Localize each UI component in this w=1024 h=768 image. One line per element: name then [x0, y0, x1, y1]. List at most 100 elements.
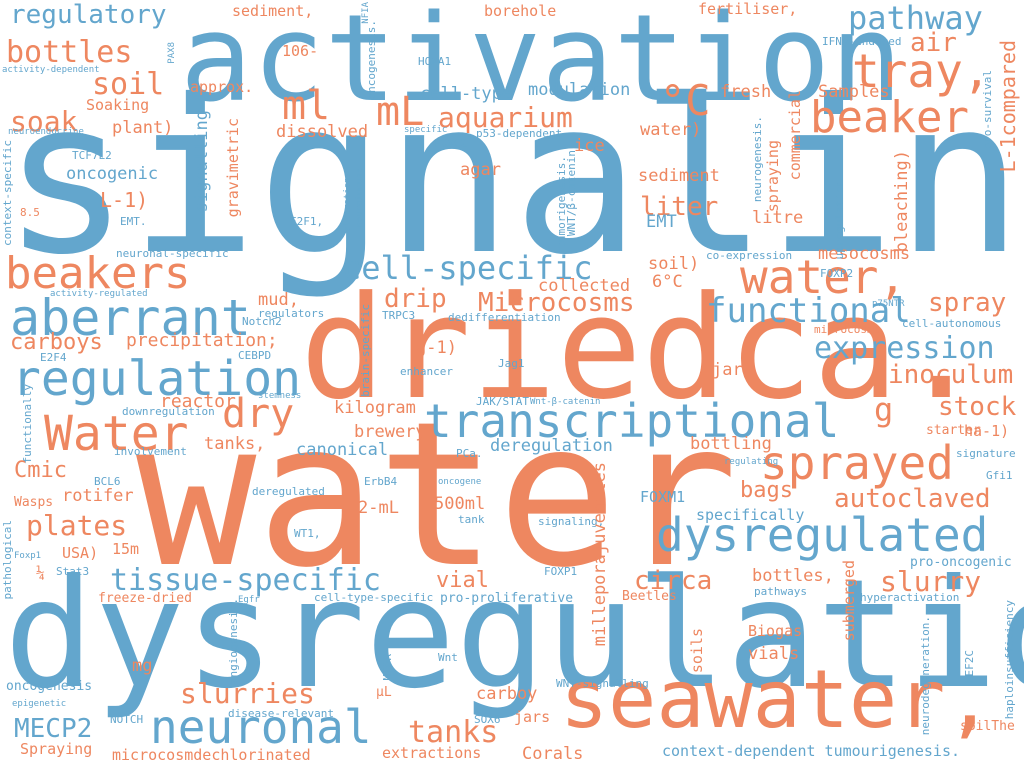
word: stock: [938, 392, 1017, 422]
word: oncogenic: [66, 164, 159, 184]
word: Wnt-β-catenin: [530, 397, 601, 407]
word: context-dependent tumourigenesis.: [662, 742, 961, 760]
word: functional: [706, 291, 911, 331]
word: Water: [44, 406, 189, 462]
word: deregulated: [252, 485, 325, 498]
word: cell-specific: [342, 249, 593, 287]
word: Microcosms: [478, 288, 635, 318]
word: water,: [740, 250, 907, 304]
word: p53-dependent: [476, 127, 563, 140]
word: soil): [648, 254, 700, 274]
word: Cmic: [14, 458, 67, 483]
word: PCa.: [456, 447, 483, 460]
word: PAX8: [167, 42, 177, 64]
word: mL: [376, 89, 425, 135]
word: aberrant: [10, 289, 251, 347]
word: WNT/β-catenin: [565, 150, 578, 237]
word: SOX6: [474, 713, 501, 726]
word: ErbB4: [364, 475, 398, 488]
word: microcosmdechlorinated: [112, 746, 311, 764]
word: circa: [634, 566, 713, 596]
word: specifically: [696, 506, 805, 524]
word: milleporajuveniles: [590, 462, 610, 647]
word: submerged: [840, 560, 858, 642]
word: enhancer: [400, 365, 453, 378]
word: IFNγ-induced: [822, 35, 902, 48]
word: g-1): [416, 338, 457, 358]
word: soil: [92, 67, 165, 102]
word: pro-proliferative: [440, 591, 574, 606]
word: WNT-signalling: [556, 677, 649, 690]
word: activity-dependent: [2, 65, 100, 75]
word: Soaking: [86, 96, 150, 114]
word: liter: [640, 192, 719, 222]
word: brain-specific: [359, 304, 372, 397]
word: extractions: [382, 744, 482, 762]
word: ha-1): [964, 422, 1010, 440]
word: oncogenesis.: [365, 20, 378, 100]
word: ml: [282, 83, 331, 129]
word: neuronal-specific: [116, 247, 229, 260]
word: CEBPD: [238, 349, 272, 362]
word: °C: [660, 76, 711, 125]
word: bags: [740, 478, 793, 503]
word: bottles,: [752, 566, 834, 586]
word: neuroendocrine: [8, 127, 84, 137]
word: fertiliser,: [698, 0, 798, 18]
word: TCF7L2: [72, 149, 112, 162]
word: regulating: [724, 457, 779, 467]
word: activity-regulated: [50, 289, 148, 299]
word: ice: [574, 136, 605, 156]
word: regulators: [258, 307, 325, 320]
word: borehole: [484, 2, 557, 20]
word: autoclaved: [834, 484, 991, 514]
word: Spraying: [20, 740, 93, 758]
word: E2F4: [40, 351, 67, 364]
word: 106-: [282, 42, 319, 60]
word: gravimetric: [224, 118, 242, 218]
word: upregulation: [833, 180, 846, 260]
word: sediment,: [232, 2, 314, 20]
word: spray: [928, 288, 1007, 318]
word: pathways: [754, 585, 807, 598]
word: activation: [180, 0, 903, 129]
word: rotifer: [62, 486, 134, 506]
word: neuronal: [150, 700, 372, 754]
word: E2F1,: [290, 215, 324, 228]
word: USA): [62, 544, 99, 562]
word: dry: [222, 391, 295, 437]
word: dysregulated: [656, 508, 989, 562]
word: JAK/STAT: [476, 395, 529, 408]
word: slurry: [880, 565, 982, 598]
word: signalling: [192, 110, 212, 213]
word: WT1,: [294, 527, 321, 540]
word: soils: [688, 628, 706, 674]
word: 15m: [112, 540, 140, 558]
word: p75NTR: [872, 299, 905, 309]
word: sediment: [638, 166, 720, 186]
word: kilogram: [334, 398, 416, 418]
word: EMT.: [120, 215, 147, 228]
word: involvement: [114, 445, 187, 458]
word: signaling,: [538, 515, 605, 528]
word: vials: [748, 644, 800, 664]
word: transcriptional: [424, 394, 840, 448]
word: microcosms: [814, 323, 881, 336]
word: Biogas: [748, 622, 803, 640]
word: pro-survival: [981, 70, 994, 150]
word: expression: [814, 331, 995, 366]
word: cell-autonomous: [902, 317, 1002, 330]
word: jar: [712, 360, 743, 380]
word: oncogenesis: [6, 679, 93, 694]
word: µL: [376, 685, 392, 700]
word: stemness: [258, 391, 302, 401]
word: 8.5: [20, 206, 40, 219]
word: neuroimmune: [355, 168, 365, 228]
word: EMT: [646, 212, 677, 232]
word: modulation: [528, 80, 631, 100]
word: epigenetic: [12, 699, 67, 709]
word: water: [136, 379, 739, 612]
word: litre: [752, 208, 804, 228]
word: seawater,: [560, 653, 994, 746]
